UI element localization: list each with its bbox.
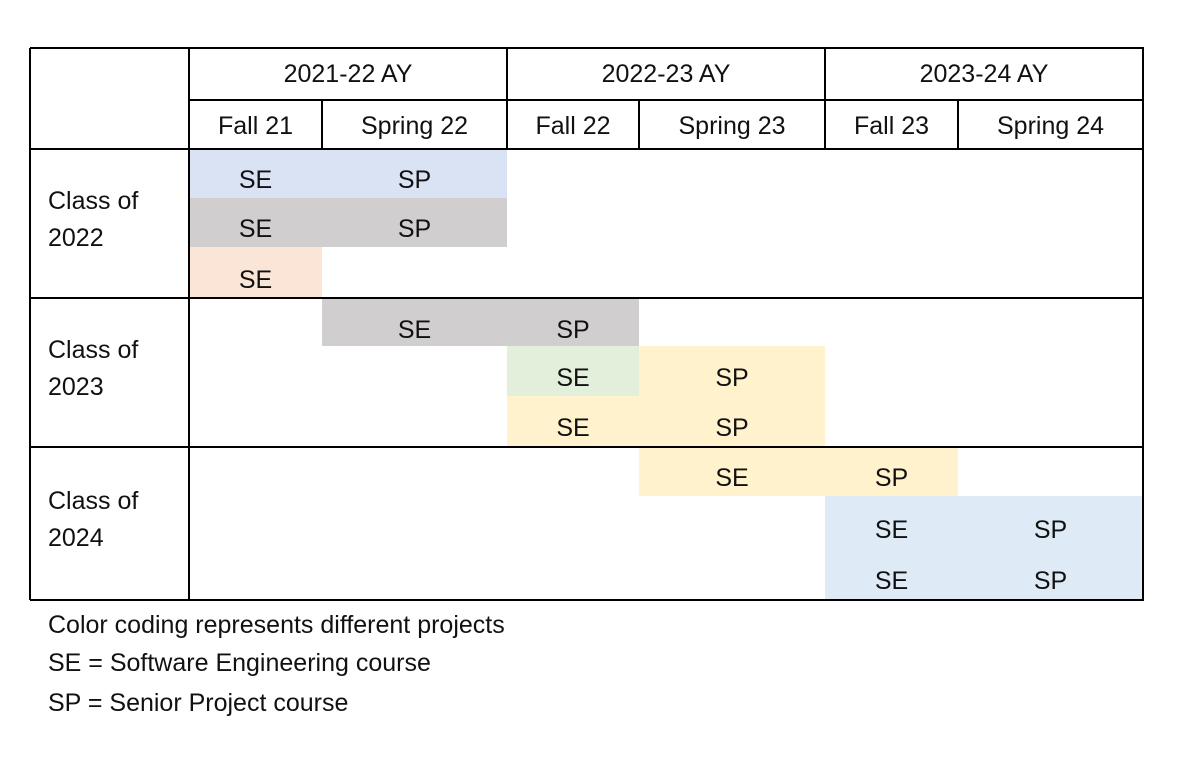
class-label: Class of [48,335,139,364]
table-border [30,599,1144,601]
se-course-label: SE [238,166,273,194]
term-header: Spring 23 [678,112,786,140]
project-bar [507,346,639,396]
class-year-label: 2022 [48,223,104,252]
project-bar [189,247,322,298]
academic-year-header: 2023-24 AY [919,60,1049,88]
se-course-label: SE [556,414,590,442]
project-bar [507,396,825,447]
table-border [30,446,1144,448]
table-border [957,100,959,149]
se-course-label: SE [556,364,590,392]
academic-year-header: 2022-23 AY [601,60,731,88]
project-bar [189,198,507,247]
class-label: Class of [48,486,139,515]
table-border [1142,48,1144,600]
legend-color-coding: Color coding represents different projec… [48,611,505,639]
se-course-label: SE [238,266,273,294]
project-bar [825,551,1143,600]
se-course-label: SE [874,567,909,595]
table-border [30,148,1144,150]
sp-course-label: SP [874,464,909,492]
sp-course-label: SP [556,316,590,344]
academic-year-header: 2021-22 AY [283,60,413,88]
project-bar [322,298,639,346]
se-course-label: SE [238,215,273,243]
class-year-label: 2023 [48,372,104,401]
sp-course-label: SP [1033,516,1068,544]
term-header: Spring 22 [360,112,469,140]
table-border [321,100,323,149]
table-border [29,48,31,600]
se-course-label: SE [397,316,432,344]
term-header: Fall 22 [535,112,611,140]
term-header: Fall 23 [853,112,930,140]
sp-course-label: SP [1033,567,1068,595]
project-bar [189,149,507,198]
table-border [188,48,190,600]
project-bar [639,346,825,396]
sp-course-label: SP [397,166,432,194]
term-header: Fall 21 [217,112,294,140]
sp-course-label: SP [715,414,749,442]
table-border [506,48,508,149]
table-border [30,297,1144,299]
class-year-label: 2024 [48,523,104,552]
table-border [189,99,1144,101]
se-course-label: SE [874,516,909,544]
sp-course-label: SP [715,364,749,392]
class-label: Class of [48,186,139,215]
legend-se-definition: SE = Software Engineering course [48,649,431,677]
sp-course-label: SP [397,215,432,243]
table-border [30,47,1144,49]
table-border [824,48,826,149]
project-bar [825,496,1143,551]
legend-sp-definition: SP = Senior Project course [48,689,349,717]
project-bar [639,447,958,496]
term-header: Spring 24 [996,112,1105,140]
se-course-label: SE [715,464,749,492]
table-border [638,100,640,149]
